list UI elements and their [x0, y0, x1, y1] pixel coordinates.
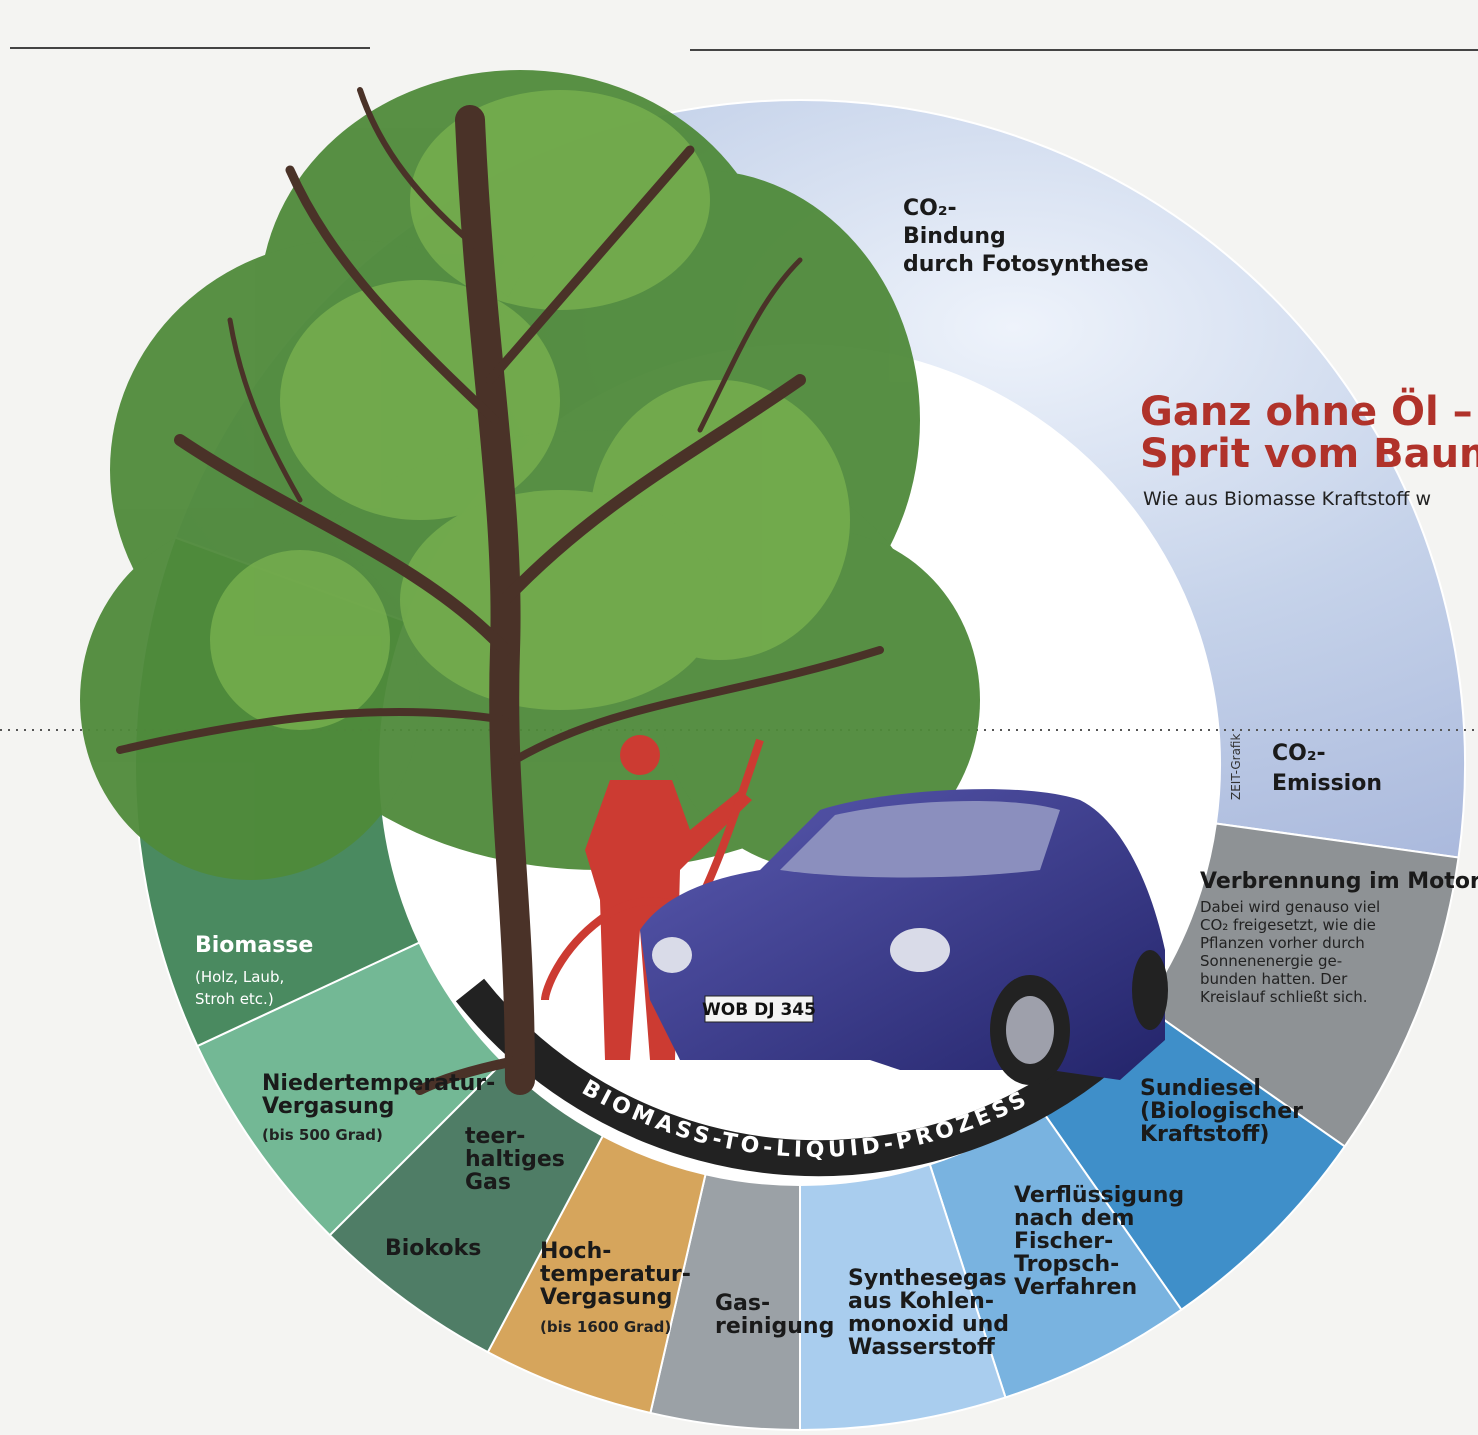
text-line: (Holz, Laub, — [195, 968, 284, 986]
text-line: Emission — [1272, 771, 1382, 796]
text-line: Bindung — [903, 224, 1006, 249]
text-line: CO₂- — [903, 196, 957, 221]
text-line: Vergasung — [262, 1094, 394, 1119]
text-line: Synthesegas — [848, 1266, 1007, 1291]
text-line: teer- — [465, 1124, 525, 1149]
text-line: bunden hatten. Der — [1200, 970, 1348, 988]
step-title: Verbrennung im Motor — [1200, 869, 1478, 894]
title: Ganz ohne Öl – Sprit vom Baum — [1140, 387, 1478, 477]
text-line: aus Kohlen- — [848, 1289, 994, 1314]
step-title: Biokoks — [385, 1236, 481, 1261]
step-text: (bis 500 Grad) — [262, 1126, 383, 1144]
text-line: Vergasung — [540, 1285, 672, 1310]
text-line: CO₂- — [1272, 741, 1326, 766]
text-line: Kreislauf schließt sich. — [1200, 988, 1368, 1006]
text-line: Pflanzen vorher durch — [1200, 934, 1365, 952]
license-plate: WOB DJ 345 — [702, 1000, 816, 1020]
text-line: Gas- — [715, 1291, 770, 1316]
text-line: (Biologischer — [1140, 1099, 1303, 1124]
text-line: Kraftstoff) — [1140, 1122, 1269, 1147]
text-line: Fischer- — [1014, 1229, 1113, 1254]
text-line: Sprit vom Baum — [1140, 431, 1478, 477]
text-line: reinigung — [715, 1314, 834, 1339]
text-line: Niedertemperatur- — [262, 1071, 495, 1096]
text-line: CO₂ freigesetzt, wie die — [1200, 916, 1376, 934]
step-title: Biomasse — [195, 933, 313, 958]
step-title: Synthesegas aus Kohlen- monoxid und Wass… — [848, 1266, 1017, 1360]
text-line: Verflüssigung — [1014, 1183, 1184, 1208]
text-line: Sundiesel — [1140, 1076, 1261, 1101]
step-text: (bis 1600 Grad) — [540, 1318, 671, 1336]
text-line: Ganz ohne Öl – — [1140, 387, 1473, 435]
text-line: monoxid und — [848, 1312, 1009, 1337]
subtitle: Wie aus Biomasse Kraftstoff w — [1143, 488, 1431, 510]
text-line: Hoch- — [540, 1239, 611, 1264]
credit: ZEIT-Grafik — [1229, 734, 1243, 800]
infographic: BIOMASS-TO-LIQUID-PROZESS — [0, 0, 1478, 1435]
text-line: Verfahren — [1014, 1275, 1137, 1300]
text-line: Dabei wird genauso viel — [1200, 898, 1380, 916]
text-line: Tropsch- — [1014, 1252, 1119, 1277]
text-line: Wasserstoff — [848, 1335, 996, 1360]
text-line: Sonnenenergie ge- — [1200, 952, 1342, 970]
text-line: Gas — [465, 1170, 511, 1195]
text-line: durch Fotosynthese — [903, 252, 1149, 277]
text-line: Stroh etc.) — [195, 990, 274, 1008]
text-line: temperatur- — [540, 1262, 691, 1287]
text-line: haltiges — [465, 1147, 565, 1172]
text-line: nach dem — [1014, 1206, 1134, 1231]
